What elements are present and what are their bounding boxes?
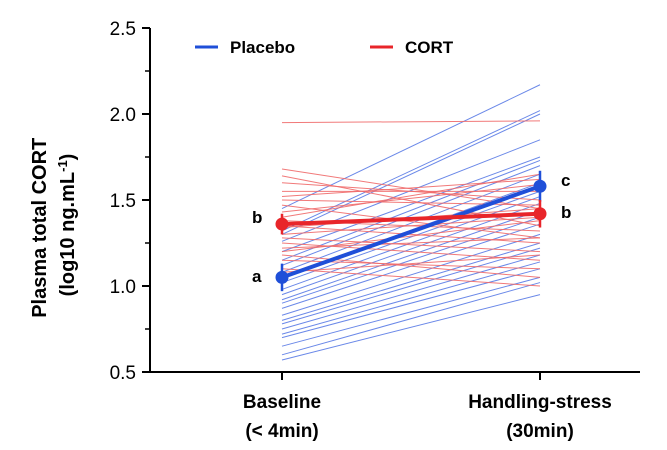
placebo-individual-line-9 bbox=[281, 190, 541, 284]
y-tick-label-3: 2.0 bbox=[110, 105, 136, 126]
placebo-individual-line-13 bbox=[281, 216, 541, 304]
legend-label-cort: CORT bbox=[405, 38, 454, 57]
placebo-individual-line-19 bbox=[281, 261, 541, 335]
cort-individual-line-9 bbox=[281, 173, 541, 218]
placebo-individual-line-23 bbox=[281, 294, 541, 361]
placebo-individual-line-15 bbox=[281, 233, 541, 316]
placebo-individual-line-20 bbox=[281, 268, 541, 339]
placebo-individual-line-11 bbox=[281, 202, 541, 296]
cort-individual-line-18 bbox=[281, 254, 541, 278]
chart-text: Plasma total CORT (log10 ng.mL-1) Baseli… bbox=[29, 38, 612, 442]
y-axis-label-line2: (log10 ng.mL-1) bbox=[55, 154, 80, 297]
annotation-placebo-stress: c bbox=[561, 171, 570, 190]
cort-individual-line-0 bbox=[281, 120, 541, 124]
individual-lines bbox=[281, 84, 541, 361]
y-tick-label-2: 1.5 bbox=[110, 191, 136, 212]
axes: 0.5 1.0 1.5 2.0 2.5 bbox=[110, 19, 640, 384]
cort-mean-point-0 bbox=[275, 217, 289, 231]
cort-individual-line-7 bbox=[281, 204, 541, 239]
y-axis-label-superscript: -1 bbox=[55, 160, 70, 172]
placebo-individual-line-4 bbox=[281, 156, 541, 253]
cort-individual-line-11 bbox=[281, 225, 541, 244]
placebo-individual-line-17 bbox=[281, 247, 541, 325]
placebo-individual-line-21 bbox=[281, 276, 541, 347]
y-axis-label-close: ) bbox=[57, 154, 79, 161]
x-category-sublabel-1: (30min) bbox=[506, 421, 574, 442]
placebo-mean-point-0 bbox=[275, 270, 289, 284]
cort-mean-line bbox=[281, 211, 541, 227]
y-tick-label-4: 2.5 bbox=[110, 19, 136, 40]
x-category-label-0: Baseline bbox=[243, 392, 321, 413]
y-axis-label-unit: (log10 ng.mL bbox=[57, 172, 79, 296]
placebo-individual-line-7 bbox=[281, 173, 541, 273]
cort-individual-line-8 bbox=[281, 184, 541, 213]
placebo-individual-line-2 bbox=[281, 113, 541, 235]
legend-label-placebo: Placebo bbox=[230, 38, 295, 57]
cort-mean-point-1 bbox=[533, 207, 547, 221]
y-tick-label-1: 1.0 bbox=[110, 277, 136, 298]
cort-individual-line-17 bbox=[281, 220, 541, 253]
placebo-individual-line-5 bbox=[281, 159, 541, 261]
annotation-cort-baseline: b bbox=[252, 208, 262, 227]
placebo-mean-point-1 bbox=[533, 179, 547, 193]
cort-individual-line-2 bbox=[281, 175, 541, 227]
cort-individual-line-14 bbox=[281, 237, 541, 253]
placebo-individual-line-22 bbox=[281, 282, 541, 356]
cort-individual-line-5 bbox=[281, 178, 541, 198]
cort-individual-line-13 bbox=[281, 216, 541, 235]
placebo-individual-line-0 bbox=[281, 84, 541, 210]
y-axis-label-line1: Plasma total CORT bbox=[29, 138, 51, 318]
placebo-individual-line-16 bbox=[281, 242, 541, 321]
cort-individual-line-6 bbox=[281, 199, 541, 206]
placebo-individual-line-12 bbox=[281, 209, 541, 301]
cort-individual-line-15 bbox=[281, 242, 541, 261]
x-category-sublabel-0: (< 4min) bbox=[245, 421, 318, 442]
y-axis-label: Plasma total CORT (log10 ng.mL-1) bbox=[29, 132, 79, 318]
annotation-cort-stress: b bbox=[561, 203, 571, 222]
x-category-label-1: Handling-stress bbox=[468, 392, 612, 413]
mean-lines bbox=[275, 170, 547, 292]
cort-individual-line-21 bbox=[281, 254, 541, 273]
cort-individual-line-20 bbox=[281, 268, 541, 287]
annotation-placebo-baseline: a bbox=[252, 267, 262, 286]
placebo-mean-line bbox=[281, 184, 541, 280]
y-tick-label-0: 0.5 bbox=[110, 363, 136, 384]
